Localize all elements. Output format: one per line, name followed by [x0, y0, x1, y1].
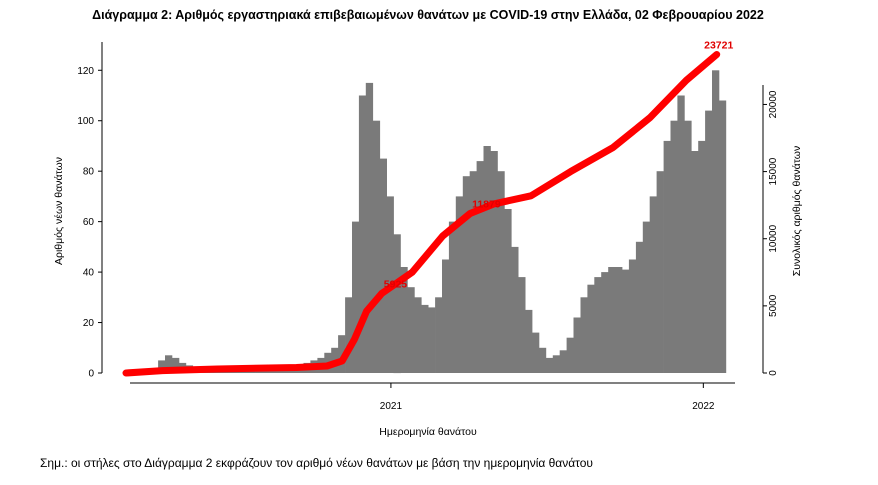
bar	[490, 151, 498, 373]
bar	[400, 267, 408, 373]
bar	[345, 297, 353, 373]
bar	[538, 347, 547, 373]
y-right-ticks: 0 5000 10000 15000 20000	[763, 90, 779, 376]
cumulative-annotation: 5925	[384, 278, 408, 290]
bar	[559, 350, 567, 373]
x-tick-label: 2022	[692, 401, 715, 412]
bar	[442, 259, 450, 373]
bar	[255, 370, 263, 373]
bar	[338, 335, 346, 373]
bar	[587, 284, 595, 373]
bar	[615, 267, 623, 373]
bar	[525, 309, 533, 373]
bar	[642, 221, 651, 373]
bar	[628, 259, 637, 373]
bar	[545, 357, 554, 373]
y-left-tick-label: 100	[77, 116, 94, 127]
bar	[566, 337, 574, 373]
bar	[705, 110, 713, 373]
bar	[712, 70, 720, 374]
bar	[691, 151, 699, 373]
bar	[532, 332, 540, 373]
bar	[504, 209, 512, 373]
chart-title: Διάγραμμα 2: Αριθμός εργαστηριακά επιβεβ…	[92, 8, 764, 22]
bar	[165, 355, 173, 373]
bar	[622, 269, 630, 373]
cumulative-annotation: 23721	[704, 39, 733, 51]
cumulative-line	[122, 51, 721, 377]
bar	[372, 120, 381, 373]
bar	[414, 297, 422, 373]
bar	[428, 307, 436, 373]
annotations: 5925 11879 23721	[384, 39, 734, 290]
bar	[698, 140, 706, 373]
bar	[379, 158, 387, 373]
y-left-tick-label: 0	[88, 369, 94, 380]
y-left-ticks: 0 20 40 60 80 100 120	[77, 66, 102, 380]
bar	[476, 161, 484, 373]
bar	[448, 221, 457, 373]
bar	[580, 297, 588, 373]
y-left-axis-label: Αριθμός νέων θανάτων	[53, 157, 65, 265]
bar	[518, 277, 526, 373]
x-tick-label: 2021	[380, 401, 403, 412]
bar	[497, 171, 505, 373]
y-left-tick-label: 80	[83, 167, 95, 178]
bar	[511, 246, 519, 373]
bar	[608, 267, 616, 373]
bar	[656, 171, 664, 373]
cumulative-annotation: 11879	[472, 198, 501, 210]
bar	[158, 360, 166, 373]
x-ticks: 2021 2022	[380, 383, 715, 412]
y-right-tick-label: 20000	[768, 90, 779, 118]
y-left-tick-label: 120	[77, 66, 94, 77]
bar-series	[144, 70, 727, 374]
bar	[365, 82, 374, 374]
y-left-tick-label: 20	[83, 318, 95, 329]
bar	[393, 234, 401, 374]
y-right-tick-label: 10000	[768, 224, 779, 252]
y-left-tick-label: 60	[83, 217, 95, 228]
bar	[462, 176, 471, 373]
y-right-tick-label: 5000	[768, 294, 779, 317]
y-right-tick-label: 0	[768, 370, 779, 376]
bar	[421, 304, 429, 373]
bar	[594, 277, 602, 373]
bar	[455, 196, 464, 373]
bar	[573, 317, 581, 373]
bar	[435, 297, 443, 373]
bar	[677, 95, 685, 373]
bar	[172, 357, 180, 373]
y-left-tick-label: 40	[83, 268, 95, 279]
y-right-axis-label: Συνολικός αριθμός θανάτων	[791, 146, 803, 276]
bar	[684, 120, 692, 373]
bar	[352, 221, 360, 373]
y-right-tick-label: 15000	[768, 157, 779, 185]
bar	[552, 355, 561, 373]
bar	[649, 196, 657, 373]
bar	[670, 120, 678, 373]
bar	[635, 241, 644, 373]
bar	[601, 272, 609, 373]
x-axis-label: Ημερομηνία θανάτου	[379, 426, 477, 438]
bar	[358, 95, 367, 373]
bar	[407, 287, 415, 373]
chart-note: Σημ.: οι στήλες στο Διάγραμμα 2 εκφράζου…	[40, 456, 593, 470]
bar	[483, 146, 491, 373]
bar	[663, 140, 671, 373]
bar	[718, 100, 727, 373]
bar	[469, 171, 477, 373]
